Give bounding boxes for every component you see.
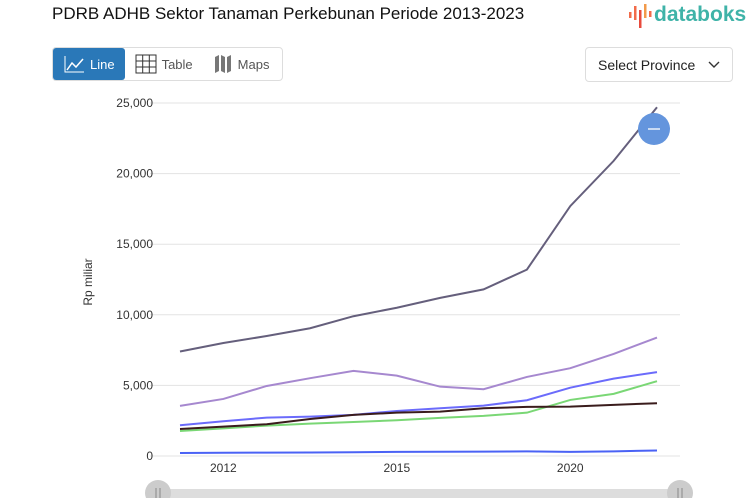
y-tick-label: 10,000	[116, 308, 153, 322]
series-line-2	[179, 371, 658, 427]
chart-title: PDRB ADHB Sektor Tanaman Perkebunan Peri…	[52, 4, 525, 23]
slider-handle-right[interactable]	[667, 480, 693, 498]
y-tick-label: 5,000	[123, 378, 153, 392]
view-tabs: Line Table Maps	[52, 47, 283, 81]
series-line-4	[179, 402, 658, 431]
range-slider[interactable]	[145, 480, 693, 498]
logo-bars-icon	[629, 4, 652, 28]
y-axis-label: Rp miliar	[81, 258, 95, 305]
tab-line-label: Line	[90, 56, 115, 72]
chevron-down-icon	[708, 61, 720, 68]
tab-maps[interactable]: Maps	[203, 48, 280, 80]
logo-text: databoks	[654, 3, 747, 26]
line-chart-icon	[64, 56, 84, 73]
province-select[interactable]: Select Province	[585, 47, 733, 82]
y-tick-label: 15,000	[116, 237, 153, 251]
x-tick-label: 2020	[557, 461, 584, 475]
series-line-5	[179, 449, 658, 455]
tab-line[interactable]: Line	[53, 48, 125, 80]
slider-handle-left[interactable]	[145, 480, 171, 498]
table-icon	[135, 54, 157, 74]
tab-table[interactable]: Table	[125, 48, 203, 80]
tab-table-label: Table	[161, 56, 193, 72]
tab-maps-label: Maps	[237, 56, 270, 72]
databoks-logo: databoks	[628, 2, 746, 28]
province-select-label: Select Province	[598, 56, 696, 73]
slider-track[interactable]	[158, 489, 680, 498]
map-icon	[214, 55, 231, 73]
y-tick-label: 20,000	[116, 167, 153, 181]
x-tick-label: 2012	[210, 461, 237, 475]
series-line-3	[179, 380, 658, 433]
series-line-1	[179, 336, 658, 407]
series-line-0	[179, 106, 658, 353]
zoom-reset-button[interactable]	[638, 113, 670, 145]
x-tick-label: 2015	[383, 461, 410, 475]
y-tick-label: 0	[146, 449, 153, 463]
y-tick-label: 25,000	[116, 96, 153, 110]
